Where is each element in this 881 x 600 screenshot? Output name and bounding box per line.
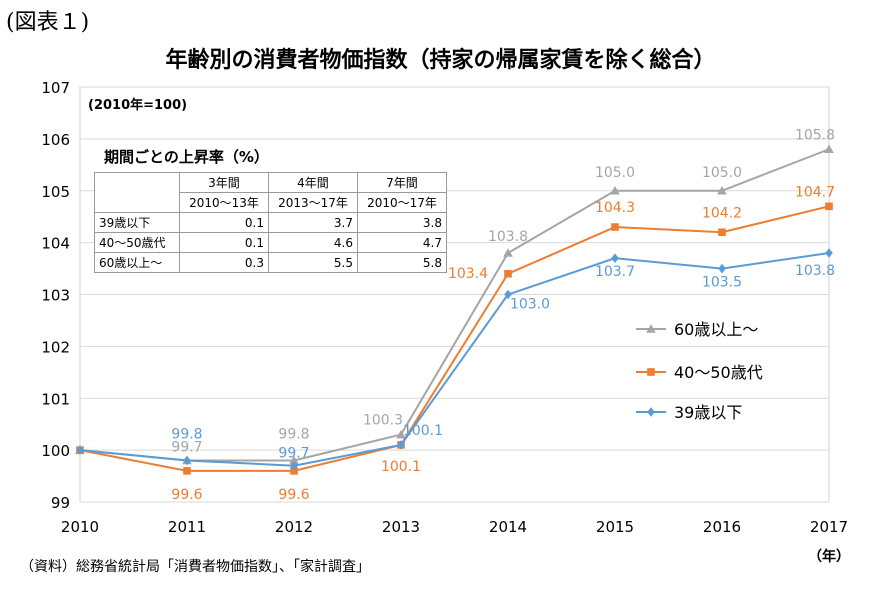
data-point-marker	[611, 253, 619, 263]
y-tick-label: 105	[41, 183, 70, 201]
data-label: 99.6	[278, 487, 309, 503]
data-point-marker	[503, 248, 513, 257]
rate-cell: 0.3	[179, 252, 269, 273]
data-point-marker	[290, 467, 298, 475]
data-point-marker	[646, 324, 656, 333]
data-point-marker	[504, 269, 512, 278]
figure-label: (図表１)	[6, 10, 90, 35]
rate-cell: 5.8	[357, 252, 447, 273]
data-label: 99.8	[171, 427, 202, 443]
data-label: 99.7	[171, 440, 202, 456]
series-line	[79, 252, 830, 467]
y-tick-label: 104	[41, 235, 70, 253]
data-point-marker	[397, 440, 405, 450]
x-tick-label: 2013	[382, 518, 420, 536]
data-label: 104.3	[595, 200, 635, 216]
rate-row-label: 39歳以下	[94, 212, 180, 233]
rate-header-period: 4年間	[268, 172, 358, 193]
data-label: 104.7	[795, 184, 835, 200]
data-label: 99.8	[278, 427, 309, 443]
data-label: 104.2	[702, 205, 742, 221]
x-tick-label: 2015	[596, 518, 634, 536]
data-label: 100.1	[403, 423, 443, 439]
x-tick-label: 2017	[810, 518, 848, 536]
data-label: 105.0	[702, 165, 742, 181]
x-tick-label: 2016	[703, 518, 741, 536]
data-label: 103.5	[702, 275, 742, 291]
rate-header-years: 2010～17年	[357, 192, 447, 213]
table-row: 39歳以下 0.1 3.7 3.8	[94, 212, 447, 233]
legend-label: 60歳以上～	[674, 320, 758, 339]
data-label: 99.6	[171, 487, 202, 503]
rate-header-years: 2010～13年	[179, 192, 269, 213]
rate-cell: 0.1	[179, 212, 269, 233]
data-point-marker	[825, 248, 833, 258]
table-row: 60歳以上～ 0.3 5.5 5.8	[94, 252, 447, 273]
rate-table-corner	[94, 172, 180, 213]
data-label: 99.7	[278, 446, 309, 462]
rate-row-label: 40～50歳代	[94, 232, 180, 253]
y-tick-label: 102	[41, 338, 70, 356]
x-tick-label: 2010	[61, 518, 99, 536]
rate-cell: 3.8	[357, 212, 447, 233]
data-point-marker	[611, 223, 619, 231]
data-label: 103.4	[448, 266, 488, 282]
y-tick-label: 103	[41, 287, 70, 305]
source-note: （資料）総務省統計局「消費者物価指数」、「家計調査」	[20, 559, 370, 575]
rate-header-years: 2013～17年	[268, 192, 358, 213]
data-point-marker	[647, 407, 655, 417]
data-label: 100.1	[381, 459, 421, 475]
rate-header-period: 3年間	[179, 172, 269, 193]
rate-header-period: 7年間	[357, 172, 447, 193]
data-point-marker	[718, 228, 726, 237]
y-tick-label: 100	[41, 442, 70, 460]
y-tick-label: 106	[41, 131, 70, 149]
series-line	[79, 205, 830, 472]
x-tick-label: 2011	[168, 518, 206, 536]
data-label: 105.0	[595, 165, 635, 181]
rate-cell: 0.1	[179, 232, 269, 253]
data-label: 103.7	[595, 264, 635, 280]
data-point-marker	[183, 455, 191, 466]
rate-cell: 4.7	[357, 232, 447, 253]
data-point-marker	[396, 429, 406, 439]
y-tick-label: 101	[41, 390, 70, 408]
x-tick-label: 2012	[275, 518, 313, 536]
base-year-note: (2010年=100)	[88, 98, 188, 113]
data-point-marker	[183, 467, 191, 475]
data-label: 100.3	[363, 413, 403, 429]
data-point-marker	[289, 455, 299, 465]
rate-table: 3年間 4年間 7年間 2010～13年 2013～17年 2010～17年 3…	[94, 172, 447, 273]
chart-title: 年齢別の消費者物価指数（持家の帰属家賃を除く総合）	[165, 48, 716, 73]
rate-table-header-row-1: 3年間 4年間 7年間	[94, 172, 447, 213]
rate-cell: 5.5	[268, 252, 358, 273]
data-label: 103.8	[795, 263, 835, 279]
data-point-marker	[290, 460, 298, 471]
data-label: 103.0	[510, 297, 550, 313]
data-point-marker	[717, 185, 727, 195]
data-point-marker	[718, 263, 726, 274]
data-point-marker	[610, 185, 620, 195]
rate-table-title: 期間ごとの上昇率（%）	[104, 148, 269, 166]
y-tick-label: 107	[41, 79, 70, 97]
data-point-marker	[504, 289, 512, 300]
data-point-marker	[76, 445, 84, 455]
legend-label: 39歳以下	[674, 403, 742, 422]
rate-cell: 3.7	[268, 212, 358, 233]
y-tick-label: 99	[51, 494, 70, 512]
data-point-marker	[647, 368, 655, 376]
rate-row-label: 60歳以上～	[94, 252, 180, 273]
table-row: 40～50歳代 0.1 4.6 4.7	[94, 232, 447, 253]
rate-cell: 4.6	[268, 232, 358, 253]
data-label: 105.8	[795, 127, 835, 143]
data-label: 103.8	[488, 229, 528, 245]
x-tick-label: 2014	[489, 518, 527, 536]
x-axis-unit: （年）	[808, 549, 850, 565]
data-point-marker	[824, 144, 834, 154]
data-point-marker	[825, 202, 833, 211]
legend-label: 40～50歳代	[674, 363, 763, 382]
